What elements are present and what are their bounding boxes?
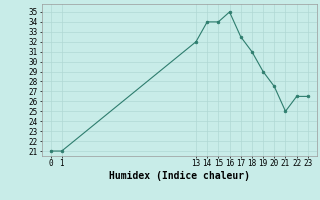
X-axis label: Humidex (Indice chaleur): Humidex (Indice chaleur) [109,171,250,181]
